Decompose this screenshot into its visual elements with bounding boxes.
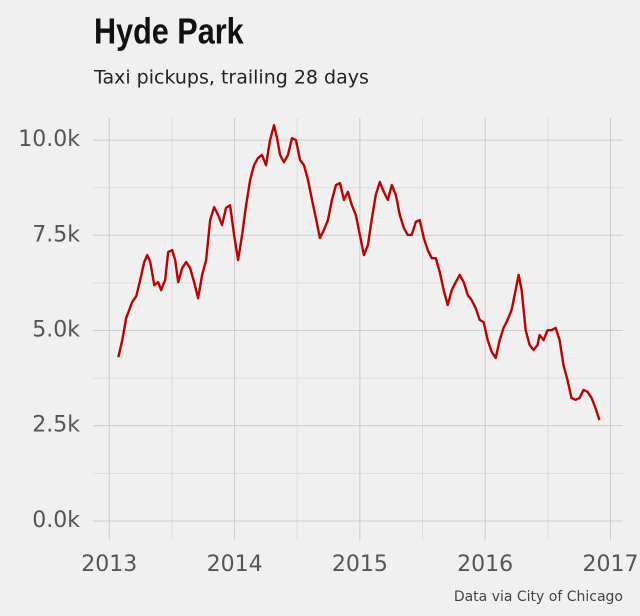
x-tick-label: 2013 — [81, 552, 137, 577]
chart-subtitle: Taxi pickups, trailing 28 days — [93, 67, 369, 89]
y-tick-label: 0.0k — [32, 508, 80, 533]
x-tick-label: 2015 — [332, 552, 388, 577]
x-tick-label: 2017 — [582, 552, 638, 577]
chart-title: Hyde Park — [94, 12, 244, 52]
y-tick-label: 7.5k — [32, 222, 80, 247]
x-tick-label: 2016 — [457, 552, 513, 577]
y-tick-label: 5.0k — [32, 318, 80, 343]
x-tick-label: 2014 — [207, 552, 263, 577]
y-tick-label: 10.0k — [18, 127, 80, 152]
source-note: Data via City of Chicago — [454, 589, 623, 605]
y-tick-label: 2.5k — [32, 413, 80, 438]
data-line — [117, 124, 601, 421]
